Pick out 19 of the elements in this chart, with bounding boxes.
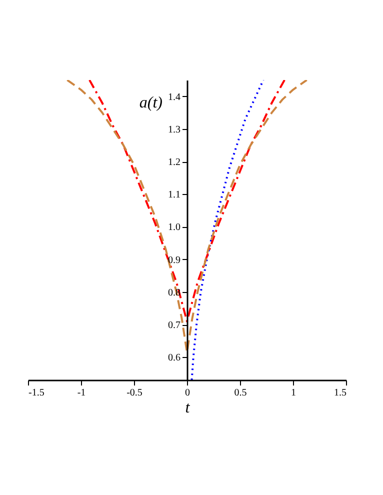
x-tick-label: -1.5 <box>28 388 44 398</box>
line-series <box>66 80 308 354</box>
y-tick-label: 0.7 <box>168 320 180 332</box>
x-tick-label: -1 <box>77 388 86 398</box>
x-tick-label: 0 <box>185 388 190 398</box>
line-series <box>190 80 264 380</box>
x-tick-label: 0.5 <box>234 388 247 398</box>
y-tick-label: 1.0 <box>168 222 180 234</box>
x-axis-title: t <box>185 400 190 416</box>
y-tick-label: 0.6 <box>168 352 180 364</box>
y-tick-label: 1.3 <box>168 124 180 136</box>
y-axis-title: a(t) <box>139 94 162 112</box>
x-tick-label: 1 <box>291 388 296 398</box>
x-tick-label: 1.5 <box>334 388 346 398</box>
line-series <box>88 80 286 322</box>
x-tick-label: -0.5 <box>126 388 142 398</box>
y-tick-label: 1.4 <box>168 92 180 103</box>
y-tick-label: 1.2 <box>168 157 180 168</box>
y-tick-label: 1.1 <box>168 190 180 201</box>
